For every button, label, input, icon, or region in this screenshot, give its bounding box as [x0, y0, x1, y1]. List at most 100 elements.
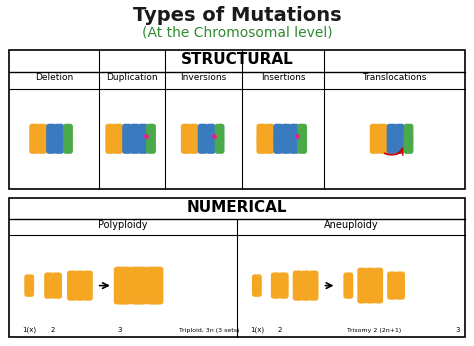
FancyBboxPatch shape — [387, 124, 397, 141]
FancyBboxPatch shape — [122, 267, 132, 288]
Text: 3: 3 — [117, 327, 121, 333]
Text: Inversions: Inversions — [181, 73, 227, 82]
Text: Types of Mutations: Types of Mutations — [133, 6, 341, 25]
FancyBboxPatch shape — [309, 271, 319, 288]
Text: Duplication: Duplication — [106, 73, 158, 82]
FancyBboxPatch shape — [293, 271, 302, 288]
Text: Trisomy 2 (2n+1): Trisomy 2 (2n+1) — [347, 328, 401, 333]
Text: 1(x): 1(x) — [250, 326, 264, 333]
FancyBboxPatch shape — [289, 124, 299, 141]
FancyBboxPatch shape — [130, 267, 139, 288]
FancyBboxPatch shape — [181, 137, 191, 154]
FancyBboxPatch shape — [403, 137, 413, 154]
FancyBboxPatch shape — [54, 137, 64, 154]
FancyBboxPatch shape — [130, 284, 139, 304]
FancyBboxPatch shape — [137, 284, 147, 304]
FancyBboxPatch shape — [37, 137, 47, 154]
FancyBboxPatch shape — [52, 272, 62, 288]
FancyBboxPatch shape — [395, 283, 405, 300]
FancyBboxPatch shape — [370, 124, 380, 141]
FancyBboxPatch shape — [264, 124, 274, 141]
FancyBboxPatch shape — [206, 124, 216, 141]
FancyBboxPatch shape — [46, 124, 56, 141]
Text: 2: 2 — [51, 327, 55, 333]
FancyBboxPatch shape — [273, 124, 283, 141]
FancyBboxPatch shape — [29, 137, 39, 154]
FancyBboxPatch shape — [395, 124, 404, 141]
Text: 2: 2 — [278, 327, 282, 333]
Bar — [9, 50, 465, 189]
Text: 1(x): 1(x) — [22, 326, 36, 333]
FancyBboxPatch shape — [215, 137, 225, 154]
FancyBboxPatch shape — [252, 283, 262, 297]
Text: Aneuploidy: Aneuploidy — [324, 220, 378, 230]
FancyBboxPatch shape — [344, 283, 353, 299]
FancyBboxPatch shape — [122, 124, 132, 141]
FancyBboxPatch shape — [301, 283, 310, 301]
FancyBboxPatch shape — [370, 137, 380, 154]
FancyBboxPatch shape — [378, 137, 388, 154]
FancyBboxPatch shape — [63, 124, 73, 141]
Bar — [9, 198, 465, 337]
FancyBboxPatch shape — [137, 267, 147, 288]
FancyBboxPatch shape — [289, 137, 299, 154]
FancyBboxPatch shape — [146, 124, 156, 141]
FancyBboxPatch shape — [118, 267, 128, 288]
FancyBboxPatch shape — [146, 284, 155, 304]
FancyBboxPatch shape — [138, 137, 148, 154]
Text: NUMERICAL: NUMERICAL — [187, 200, 287, 215]
FancyBboxPatch shape — [154, 267, 164, 288]
FancyBboxPatch shape — [150, 267, 159, 288]
FancyBboxPatch shape — [395, 137, 404, 154]
FancyBboxPatch shape — [189, 124, 199, 141]
FancyBboxPatch shape — [118, 284, 128, 304]
FancyBboxPatch shape — [113, 124, 123, 141]
FancyBboxPatch shape — [271, 272, 281, 288]
FancyBboxPatch shape — [83, 271, 93, 288]
FancyBboxPatch shape — [24, 274, 34, 288]
FancyBboxPatch shape — [134, 284, 144, 304]
FancyBboxPatch shape — [279, 272, 289, 288]
FancyBboxPatch shape — [206, 137, 216, 154]
FancyBboxPatch shape — [271, 283, 281, 299]
FancyBboxPatch shape — [75, 283, 85, 301]
Text: STRUCTURAL: STRUCTURAL — [181, 52, 293, 67]
FancyBboxPatch shape — [67, 271, 77, 288]
FancyBboxPatch shape — [344, 272, 353, 288]
FancyBboxPatch shape — [373, 268, 383, 288]
FancyBboxPatch shape — [67, 283, 77, 301]
Text: Translocations: Translocations — [363, 73, 427, 82]
FancyBboxPatch shape — [114, 267, 124, 288]
FancyBboxPatch shape — [130, 124, 140, 141]
FancyBboxPatch shape — [54, 124, 64, 141]
FancyBboxPatch shape — [44, 283, 54, 299]
FancyBboxPatch shape — [52, 283, 62, 299]
FancyBboxPatch shape — [114, 284, 124, 304]
FancyBboxPatch shape — [387, 272, 397, 288]
FancyBboxPatch shape — [24, 283, 34, 297]
FancyBboxPatch shape — [37, 124, 47, 141]
FancyBboxPatch shape — [297, 124, 307, 141]
Text: Insertions: Insertions — [261, 73, 305, 82]
Text: Deletion: Deletion — [35, 73, 73, 82]
FancyBboxPatch shape — [309, 283, 319, 301]
FancyBboxPatch shape — [181, 124, 191, 141]
FancyBboxPatch shape — [378, 124, 388, 141]
FancyBboxPatch shape — [357, 268, 367, 288]
FancyBboxPatch shape — [130, 137, 140, 154]
FancyBboxPatch shape — [273, 137, 283, 154]
FancyBboxPatch shape — [198, 137, 208, 154]
FancyBboxPatch shape — [256, 137, 266, 154]
FancyBboxPatch shape — [293, 283, 302, 301]
FancyBboxPatch shape — [357, 283, 367, 303]
FancyBboxPatch shape — [403, 124, 413, 141]
Text: Triploid, 3n (3 sets): Triploid, 3n (3 sets) — [179, 328, 239, 333]
Text: Polyploidy: Polyploidy — [99, 220, 148, 230]
FancyBboxPatch shape — [122, 284, 132, 304]
FancyBboxPatch shape — [189, 137, 199, 154]
FancyBboxPatch shape — [150, 284, 159, 304]
FancyBboxPatch shape — [29, 124, 39, 141]
FancyBboxPatch shape — [83, 283, 93, 301]
FancyBboxPatch shape — [279, 283, 289, 299]
FancyBboxPatch shape — [134, 267, 144, 288]
